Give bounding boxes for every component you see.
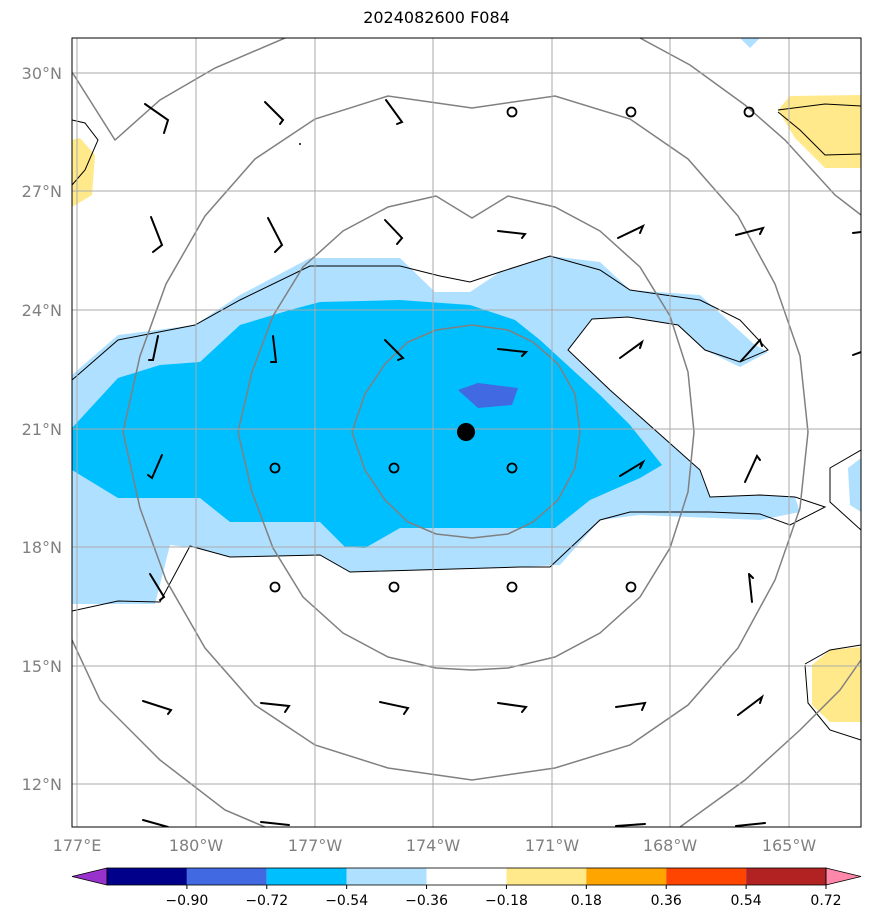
ring-2: [237, 195, 695, 671]
colorbar-tick-label: 0.36: [651, 893, 682, 909]
colorbar-cell: [186, 868, 267, 885]
lat-tick-label: 18°N: [22, 538, 62, 557]
colorbar-tick-label: −0.36: [405, 893, 448, 909]
lon-tick-label: 177°E: [53, 836, 102, 855]
plot-frame: [71, 37, 862, 828]
shade-royal-blue: [458, 383, 518, 408]
lat-tick-label: 30°N: [22, 64, 62, 83]
lon-tick-label: 180°W: [169, 836, 224, 855]
colorbar-tick-label: 0.72: [810, 893, 841, 909]
shade-light-blue-top: [740, 38, 760, 48]
colorbar-cells: [71, 867, 862, 886]
storm-center-marker: [457, 423, 475, 441]
shade-deep-sky-blue: [72, 300, 662, 548]
lat-tick-label: 21°N: [22, 420, 62, 439]
colorbar-cell-max: [825, 867, 862, 886]
colorbar-tick-label: 0.18: [571, 893, 602, 909]
colorbar: −0.90 −0.72 −0.54 −0.36 −0.18 0.18 0.36 0.54 0.7…: [71, 867, 862, 909]
lat-axis: 30°N 27°N 24°N 21°N 18°N 15°N 12°N: [22, 64, 62, 794]
ring-4: [72, 38, 861, 827]
colorbar-tick-label: −0.18: [485, 893, 528, 909]
shade-light-blue-east: [848, 458, 861, 512]
lat-tick-label: 12°N: [22, 775, 62, 794]
colorbar-cell: [346, 868, 427, 885]
lon-tick-label: 177°W: [288, 836, 343, 855]
ring-3: [122, 95, 809, 781]
colorbar-cell: [506, 868, 587, 885]
distance-rings: [72, 38, 861, 827]
lat-tick-label: 27°N: [22, 182, 62, 201]
shade-yellow-w: [72, 138, 95, 207]
lon-axis: 177°E 180°W 177°W 174°W 171°W 168°W 165°…: [53, 836, 817, 855]
colorbar-ticks: −0.90 −0.72 −0.54 −0.36 −0.18 0.18 0.36 0.54 0.7…: [165, 885, 842, 909]
colorbar-outline: [106, 867, 827, 886]
colorbar-cell: [746, 868, 826, 885]
shade-yellow-ne: [778, 95, 861, 168]
colorbar-tick-label: −0.54: [325, 893, 368, 909]
colorbar-cell: [426, 868, 507, 885]
lat-tick-label: 24°N: [22, 301, 62, 320]
colorbar-tick-label: −0.72: [245, 893, 288, 909]
lon-tick-label: 174°W: [406, 836, 461, 855]
map-title: 2024082600 F084: [363, 8, 510, 27]
lon-tick-label: 165°W: [762, 836, 817, 855]
colorbar-cell: [266, 868, 347, 885]
colorbar-cell: [107, 868, 187, 885]
ring-1: [351, 324, 581, 539]
colorbar-cell: [586, 868, 667, 885]
colorbar-tick-label: −0.90: [165, 893, 208, 909]
plot-area: [72, 38, 861, 827]
lon-tick-label: 171°W: [525, 836, 580, 855]
colorbar-cell: [666, 868, 747, 885]
wind-barbs: [142, 99, 861, 827]
colorbar-cell-min: [71, 867, 108, 886]
colorbar-tick-label: 0.54: [731, 893, 762, 909]
lat-tick-label: 15°N: [22, 657, 62, 676]
lon-tick-label: 168°W: [643, 836, 698, 855]
